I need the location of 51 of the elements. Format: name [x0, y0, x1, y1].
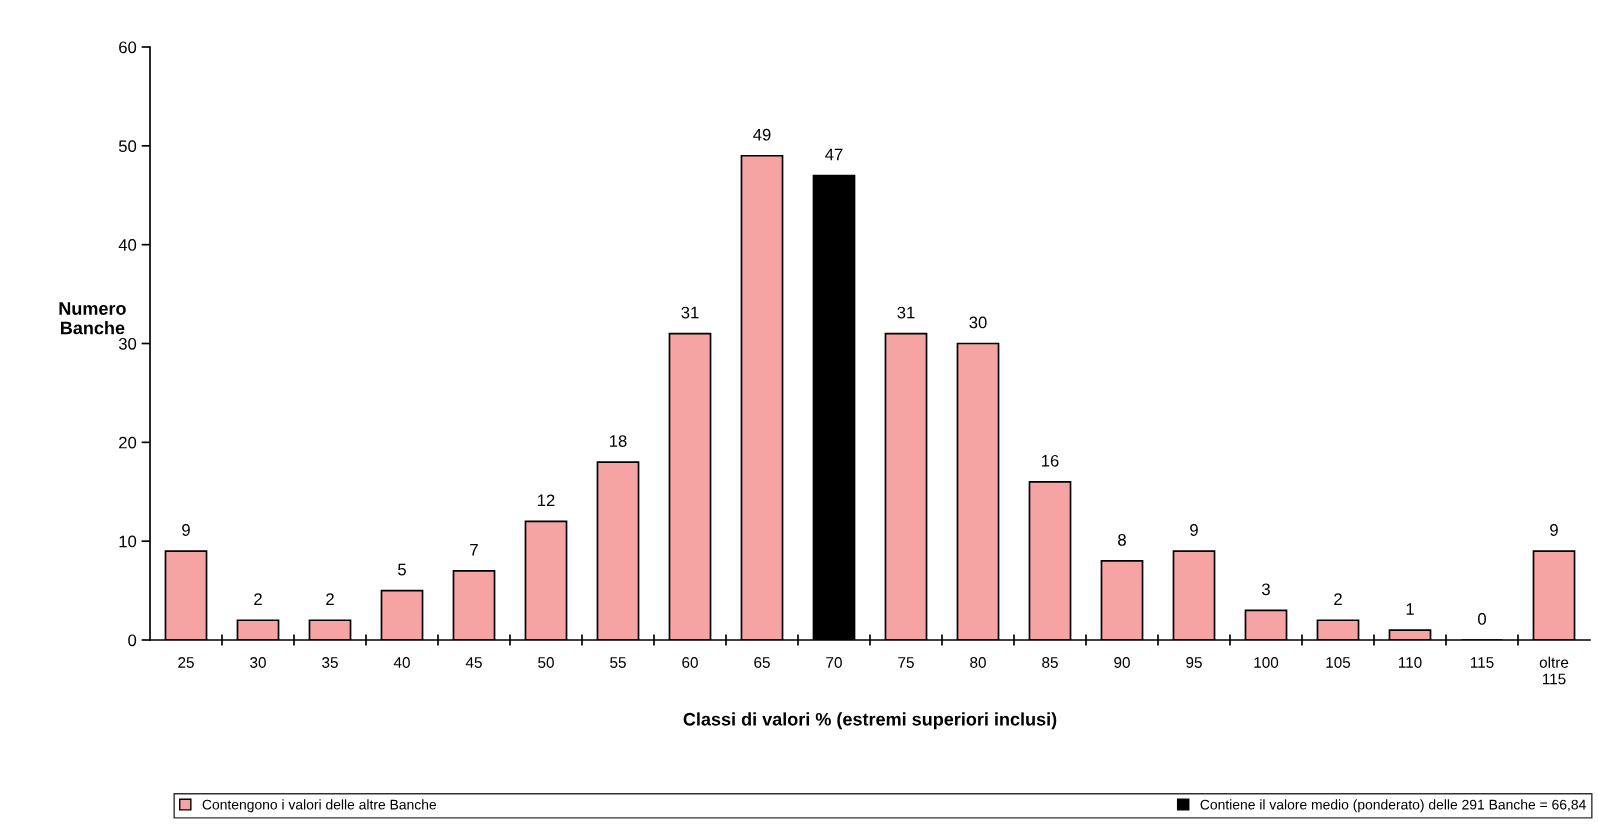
data-label: 31 — [681, 306, 699, 319]
data-label: 9 — [182, 524, 190, 536]
legend-label: Contengono i valori delle altre Banche — [202, 799, 437, 813]
x-tick-label: 65 — [754, 657, 770, 668]
x-tick-label: 50 — [538, 657, 554, 668]
legend-label: Contiene il valore medio (ponderato) delle 291 Banche = 66,84 — [1200, 799, 1586, 813]
data-label: 3 — [1262, 583, 1270, 596]
y-axis-title: Numero Banche — [59, 302, 126, 335]
data-label: 47 — [825, 148, 843, 161]
y-tick-label: 30 — [118, 337, 137, 350]
x-tick-label: 25 — [178, 657, 194, 668]
data-label: 5 — [398, 563, 406, 576]
x-tick-label: 100 — [1254, 657, 1279, 668]
x-tick-label: 60 — [682, 657, 698, 668]
x-tick-label: 45 — [465, 657, 482, 668]
x-tick-label: 40 — [393, 657, 410, 668]
data-label: 2 — [1334, 593, 1342, 605]
y-tick-label: 60 — [119, 41, 137, 54]
y-tick-label: 0 — [128, 634, 137, 647]
x-axis-title: Classi di valori % (estremi superiori inclusi) — [683, 712, 1057, 730]
data-label: 16 — [1042, 454, 1059, 467]
data-label: 2 — [254, 593, 262, 605]
data-label: 9 — [1190, 524, 1198, 536]
x-tick-label: 35 — [322, 657, 338, 668]
x-tick-label: 90 — [1114, 657, 1130, 668]
data-label: 0 — [1478, 613, 1486, 625]
y-tick-label: 50 — [118, 140, 137, 153]
data-label: 18 — [610, 435, 627, 447]
data-label: 8 — [1118, 533, 1126, 546]
data-label: 30 — [969, 316, 987, 329]
x-tick-label: oltre 115 — [1539, 656, 1569, 685]
x-tick-label: 80 — [970, 657, 986, 668]
data-label: 7 — [470, 544, 478, 556]
y-tick-label: 20 — [119, 436, 137, 449]
x-tick-label: 55 — [610, 657, 626, 668]
x-tick-label: 105 — [1326, 657, 1351, 668]
data-label: 1 — [1406, 603, 1414, 615]
data-label: 9 — [1550, 524, 1558, 536]
x-tick-label: 75 — [898, 657, 914, 668]
x-tick-label: 30 — [250, 657, 266, 668]
x-tick-label: 110 — [1398, 657, 1422, 668]
data-label: 49 — [753, 128, 771, 141]
data-label: 31 — [897, 306, 915, 319]
x-tick-label: 70 — [826, 657, 842, 668]
y-tick-label: 10 — [119, 535, 137, 548]
x-tick-label: 115 — [1470, 657, 1494, 668]
y-tick-label: 40 — [118, 239, 137, 251]
x-tick-label: 85 — [1042, 657, 1058, 668]
x-tick-label: 95 — [1186, 657, 1202, 668]
data-label: 2 — [326, 593, 334, 605]
data-label: 12 — [538, 494, 555, 507]
